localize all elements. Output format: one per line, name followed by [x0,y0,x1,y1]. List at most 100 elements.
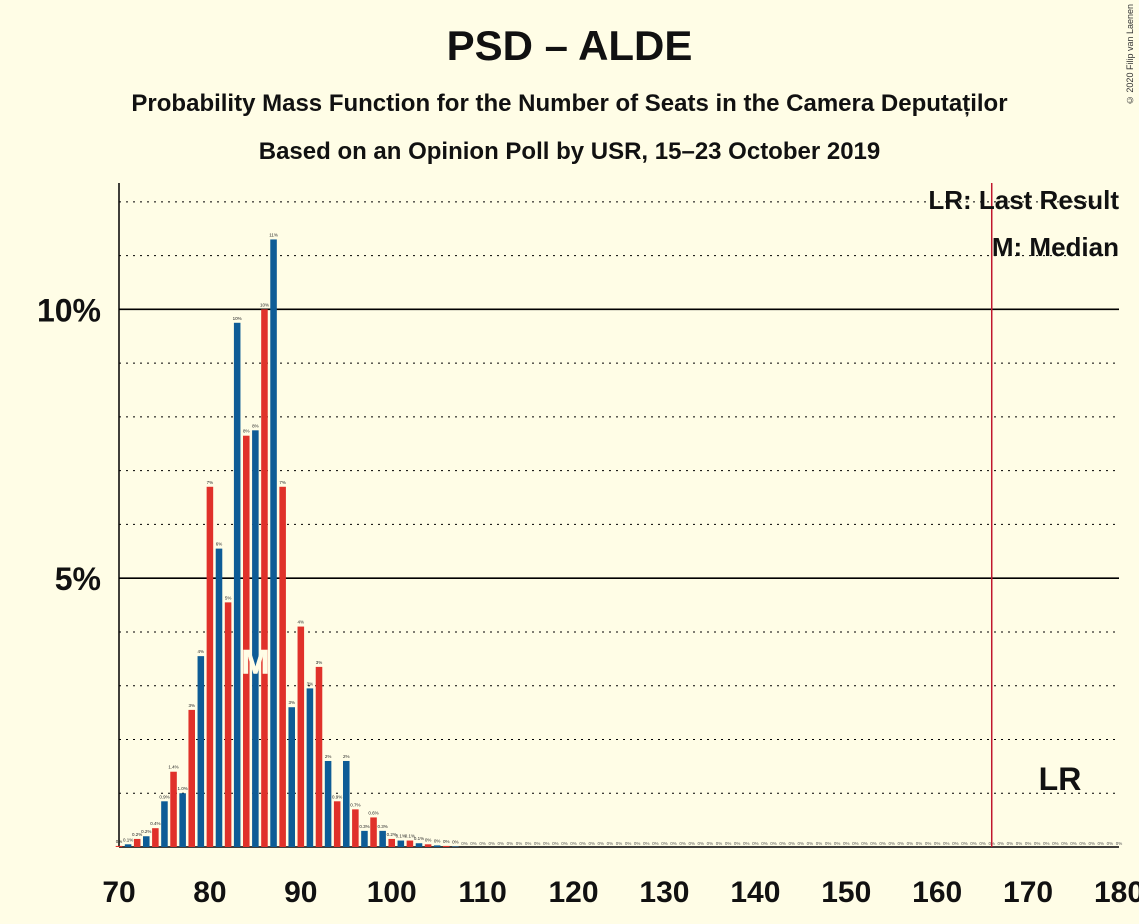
bar-seats-84 [243,435,250,847]
bar-seats-92 [315,666,323,847]
zero-label-seats-145: 0% [798,841,805,846]
zero-label-seats-175: 0% [1070,841,1077,846]
x-tick-label: 100 [367,876,417,909]
bar-seats-85 [252,430,259,847]
y-tick-label: 10% [37,292,101,328]
zero-label-seats-148: 0% [825,841,832,846]
zero-label-seats-153: 0% [870,841,877,846]
x-tick-label: 150 [821,876,871,909]
bar-seats-107 [452,846,459,847]
data-label-seats-76: 1.4% [168,765,178,770]
data-label-seats-104: 0% [425,837,432,842]
bar-seats-104 [424,844,432,847]
data-label-seats-101: 0.1% [396,834,406,839]
zero-label-seats-140: 0% [752,841,759,846]
data-label-seats-94: 0.9% [332,794,342,799]
bar-seats-81 [215,548,223,847]
y-tick-label: 5% [55,561,101,597]
data-label-seats-71: 0.1% [123,837,133,842]
data-label-seats-92: 3% [316,660,323,665]
zero-label-seats-123: 0% [598,841,605,846]
x-tick-label: 180 [1094,876,1139,909]
data-label-seats-77: 1.0% [178,786,188,791]
bar-seats-77 [179,793,186,847]
bar-seats-76 [170,771,177,847]
zero-label-seats-168: 0% [1007,841,1014,846]
data-label-seats-81: 6% [216,542,223,547]
data-label-seats-103: 0.1% [414,836,424,841]
x-tick-label: 120 [549,876,599,909]
zero-label-seats-176: 0% [1079,841,1086,846]
zero-label-seats-110: 0% [479,841,486,846]
bar-seats-94 [333,801,341,847]
x-tick-label: 80 [193,876,226,909]
zero-label-seats-116: 0% [534,841,541,846]
bar-seats-106 [443,845,450,847]
chart-subtitle: Probability Mass Function for the Number… [131,90,1008,117]
zero-label-seats-170: 0% [1025,841,1032,846]
zero-label-seats-165: 0% [979,841,986,846]
chart-subtitle-poll: Based on an Opinion Poll by USR, 15–23 O… [258,138,881,165]
zero-label-seats-115: 0% [525,841,532,846]
zero-label-seats-147: 0% [816,841,823,846]
data-label-seats-97: 0.3% [359,824,369,829]
zero-label-seats-174: 0% [1061,841,1068,846]
zero-label-seats-136: 0% [716,841,723,846]
bar-seats-79 [197,656,205,847]
zero-label-seats-122: 0% [588,841,595,846]
zero-label-seats-144: 0% [788,841,795,846]
zero-label-seats-173: 0% [1052,841,1059,846]
bar-seats-78 [188,709,195,847]
bar-seats-90 [297,626,305,847]
zero-label-seats-134: 0% [698,841,705,846]
data-label-seats-85: 8% [252,423,259,428]
bar-seats-86 [261,309,268,848]
bar-seats-87 [270,239,277,848]
data-label-seats-75: 0.9% [159,794,169,799]
bar-seats-75 [161,801,168,847]
data-label-seats-86: 10% [260,302,269,307]
zero-label-seats-172: 0% [1043,841,1050,846]
zero-label-seats-141: 0% [761,841,768,846]
zero-label-seats-124: 0% [607,841,614,846]
zero-label-seats-162: 0% [952,841,959,846]
bar-seats-80 [206,486,214,847]
bar-seats-73 [143,836,150,847]
zero-label-seats-120: 0% [570,841,577,846]
bar-seats-83 [233,322,241,848]
zero-label-seats-149: 0% [834,841,841,846]
data-label-seats-105: 0% [434,838,441,843]
zero-label-seats-152: 0% [861,841,868,846]
data-label-seats-84: 8% [243,429,250,434]
data-label-seats-90: 4% [298,620,305,625]
bar-seats-101 [397,840,405,847]
zero-label-seats-114: 0% [516,841,523,846]
zero-label-seats-135: 0% [707,841,714,846]
bar-seats-103 [415,843,423,847]
zero-label-seats-119: 0% [561,841,568,846]
zero-label-seats-112: 0% [498,841,505,846]
zero-label-seats-146: 0% [807,841,814,846]
zero-label-seats-154: 0% [879,841,886,846]
zero-label-seats-137: 0% [725,841,732,846]
data-label-seats-91: 3% [307,681,314,686]
data-label-seats-107: 0% [452,839,459,844]
data-label-seats-99: 0.3% [378,824,388,829]
zero-label-seats-109: 0% [470,841,477,846]
zero-label-seats-180: 0% [1116,841,1123,846]
bar-seats-97 [361,830,368,847]
data-label-seats-98: 0.6% [368,810,378,815]
zero-label-seats-158: 0% [916,841,923,846]
zero-label-seats-161: 0% [943,841,950,846]
bar-seats-102 [406,840,414,847]
bar-seats-82 [224,602,232,847]
data-label-seats-93: 2% [325,754,332,759]
bar-seats-91 [306,688,314,847]
x-tick-label: 90 [284,876,317,909]
data-label-seats-73: 0.2% [141,829,151,834]
zero-label-seats-155: 0% [888,841,895,846]
zero-label-seats-129: 0% [652,841,659,846]
bar-seats-89 [288,707,295,847]
data-label-seats-88: 7% [279,480,286,485]
